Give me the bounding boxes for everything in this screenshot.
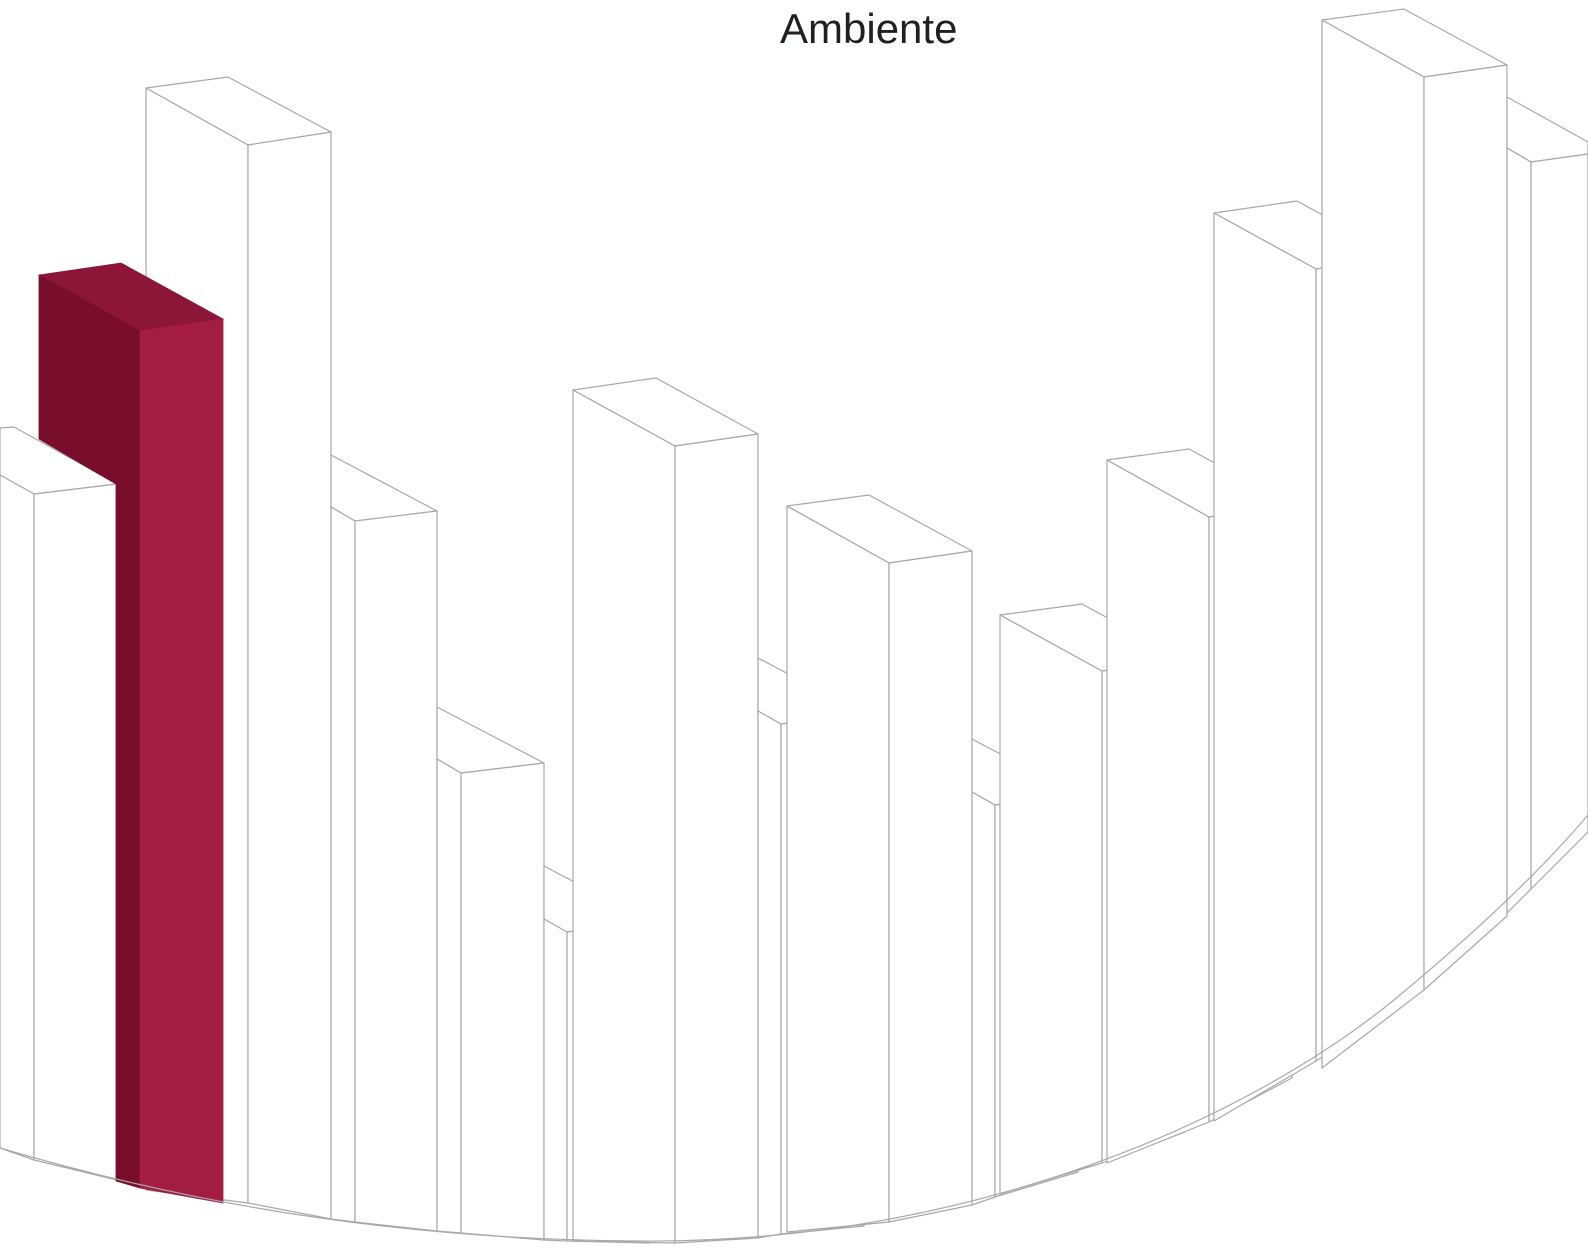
bar-14 xyxy=(1506,96,1588,914)
background-bars xyxy=(0,8,1588,1244)
title-fragment: Ambiente xyxy=(780,5,958,52)
bar-4 xyxy=(436,706,545,1241)
highlighted-bar xyxy=(37,262,225,1204)
bar-6 xyxy=(572,377,759,1244)
bar-3 xyxy=(330,454,438,1232)
base-arc xyxy=(0,814,1588,1242)
bar-1 xyxy=(0,426,118,1181)
bar-13 xyxy=(1321,8,1508,1069)
bar-8 xyxy=(786,494,973,1233)
